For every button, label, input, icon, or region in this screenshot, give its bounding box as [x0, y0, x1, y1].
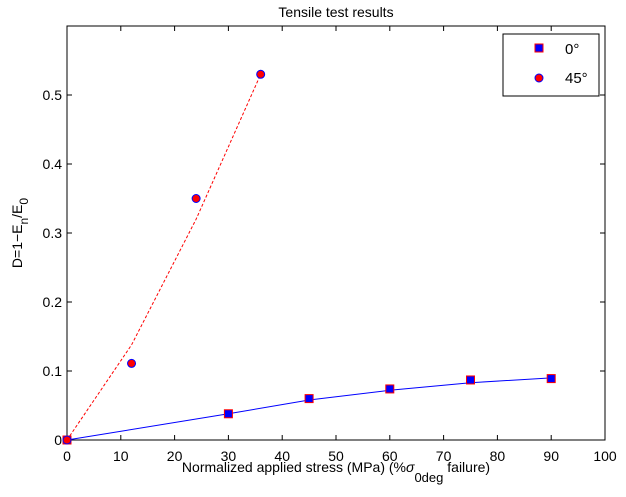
y-axis-label: D=1−En/E0 [9, 198, 31, 269]
data-point-series-1 [256, 69, 266, 79]
data-markers [62, 69, 556, 445]
y-axis-label-subscript-n: n [17, 218, 31, 225]
legend: 0° 45° [502, 33, 600, 97]
y-axis-label-slash: /E [9, 205, 25, 218]
x-tick-label: 70 [436, 448, 452, 464]
x-tick-label: 50 [328, 448, 344, 464]
data-point-series-0 [466, 375, 475, 385]
chart-title: Tensile test results [278, 4, 393, 20]
y-tick-label: 0 [54, 432, 62, 448]
legend-marker-45deg [534, 73, 544, 83]
data-point-series-0 [223, 409, 233, 419]
y-tick-label: 0.3 [43, 225, 63, 241]
y-tick-label: 0.2 [43, 294, 63, 310]
data-point-series-1 [191, 194, 201, 203]
y-tick-label: 0.4 [43, 156, 63, 172]
fit-lines [66, 74, 552, 441]
y-axis-label-main: D=1−E [9, 225, 25, 269]
y-axis-ticks: 0 0.1 0.2 0.3 0.4 0.5 [43, 87, 605, 448]
data-point-series-0 [304, 394, 314, 404]
x-axis-ticks: 0 10 20 30 40 50 60 70 80 90 100 [63, 26, 617, 464]
x-tick-label: 10 [113, 448, 129, 464]
fit-line-series-0 [66, 377, 552, 441]
data-point-series-0 [546, 374, 556, 384]
x-tick-label: 0 [63, 448, 71, 464]
x-axis-label-tail: failure) [443, 459, 490, 475]
x-axis-label-main: Normalized applied stress (MPa) (% [182, 459, 406, 475]
x-axis-label-sigma: σ [406, 459, 415, 475]
y-tick-label: 0.1 [43, 363, 63, 379]
data-point-series-0 [385, 384, 395, 394]
x-axis-label: Normalized applied stress (MPa) (%σ0deg … [182, 459, 490, 485]
y-axis-label-subscript-0: 0 [17, 198, 31, 205]
x-tick-label: 60 [382, 448, 398, 464]
x-tick-label: 20 [167, 448, 183, 464]
legend-box [502, 33, 600, 97]
legend-marker-0deg [534, 43, 544, 53]
data-point-series-1 [127, 358, 137, 368]
x-axis-label-subscript: 0deg [414, 470, 443, 485]
legend-label-45deg: 45° [565, 70, 588, 87]
y-tick-label: 0.5 [43, 87, 63, 103]
x-tick-label: 100 [593, 448, 617, 464]
x-tick-label: 90 [543, 448, 559, 464]
x-tick-label: 40 [274, 448, 290, 464]
legend-label-0deg: 0° [565, 41, 579, 58]
x-tick-label: 80 [490, 448, 506, 464]
x-tick-label: 30 [221, 448, 237, 464]
data-point-series-1 [62, 435, 72, 445]
fit-line-series-1 [66, 74, 262, 441]
